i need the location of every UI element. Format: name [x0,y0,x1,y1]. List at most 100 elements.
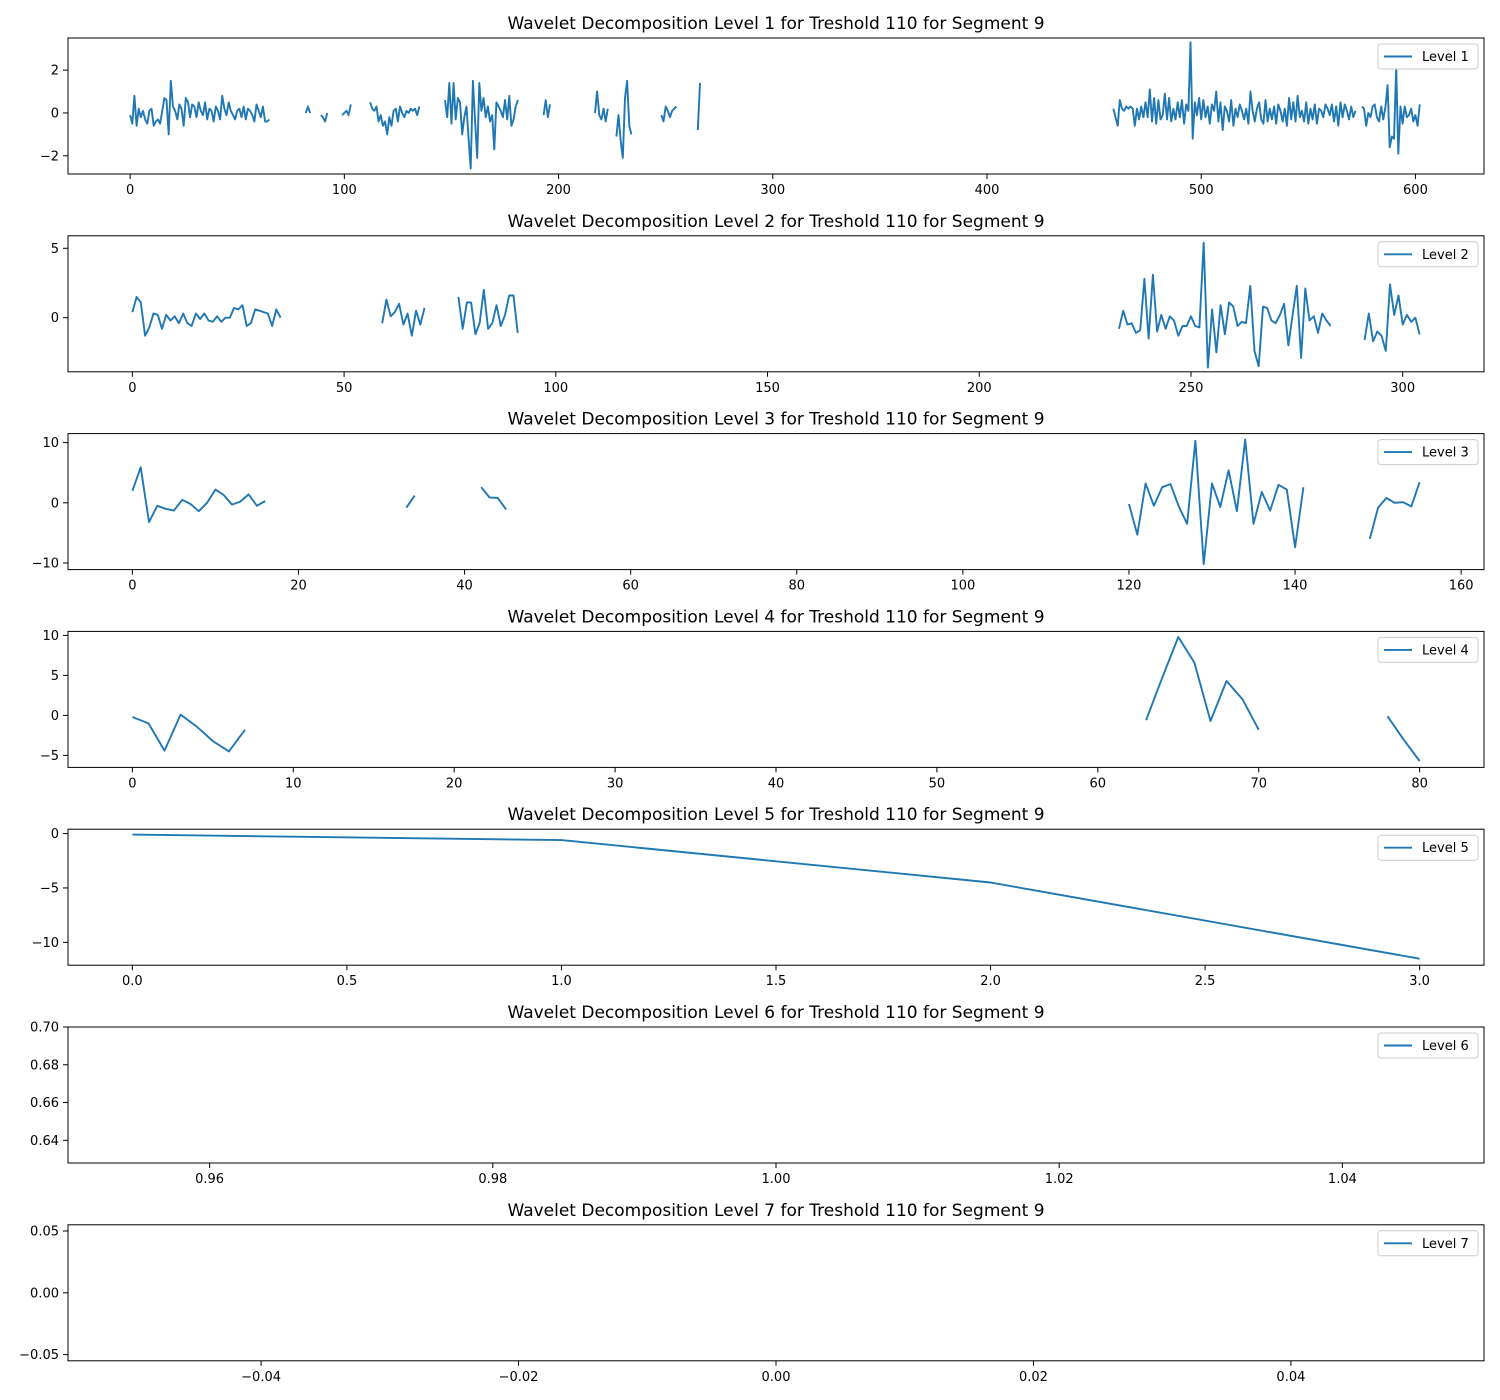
x-tick-label: 1.0 [551,974,572,989]
y-tick-label: 0 [51,709,59,724]
y-tick-label: 5 [51,242,59,257]
chart-level-6: Wavelet Decomposition Level 6 for Tresho… [30,1003,1485,1187]
x-tick-label: 40 [456,579,473,594]
y-tick-label: −5 [40,749,59,764]
x-tick-label: 250 [1179,381,1204,396]
y-tick-label: 0 [51,106,59,121]
chart-title: Wavelet Decomposition Level 1 for Tresho… [507,14,1044,34]
x-tick-label: −0.04 [241,1370,281,1385]
x-tick-label: 1.5 [766,974,787,989]
series-line-segment [1118,241,1332,369]
x-tick-label: 0.5 [337,974,358,989]
chart-title: Wavelet Decomposition Level 6 for Tresho… [507,1003,1044,1023]
x-tick-label: 0.96 [195,1172,224,1187]
x-tick-label: 600 [1403,183,1428,198]
legend-label: Level 5 [1422,841,1469,856]
series-line-segment [304,105,311,114]
series-line-segment [660,105,678,123]
series-line-segment [320,112,329,123]
legend-box [1377,834,1479,861]
legend-label: Level 3 [1422,446,1469,461]
x-tick-label: −0.02 [499,1370,539,1385]
y-tick-label: 2 [51,64,59,79]
legend-label: Level 4 [1422,643,1469,658]
chart-title: Wavelet Decomposition Level 5 for Tresho… [507,805,1044,825]
series-line-segment [1361,67,1421,155]
series-line-segment [131,466,266,524]
x-tick-label: 2.5 [1195,974,1216,989]
y-tick-label: 0.00 [30,1286,59,1301]
x-tick-label: 20 [290,579,307,594]
series-line-segment [381,298,426,337]
legend-box [1377,241,1479,268]
series-line-segment [1145,636,1260,731]
x-tick-label: 100 [332,183,357,198]
series-line-segment [405,495,416,509]
axes-frame [67,630,1485,768]
x-tick-label: 100 [543,381,568,396]
x-tick-label: 0.04 [1276,1370,1305,1385]
axes-frame [67,1224,1485,1362]
x-tick-label: 200 [546,183,571,198]
legend-box [1377,636,1479,663]
series-line-segment [1368,481,1421,540]
axes-frame [67,433,1485,571]
legend-label: Level 1 [1422,50,1469,65]
x-tick-label: 70 [1250,776,1267,791]
y-tick-label: 10 [42,436,59,451]
legend-label: Level 6 [1422,1039,1469,1054]
y-tick-label: 10 [42,629,59,644]
series-line-segment [696,82,701,131]
x-tick-label: 1.00 [762,1172,791,1187]
x-tick-label: 300 [760,183,785,198]
x-tick-label: 0.98 [478,1172,507,1187]
legend-box [1377,1230,1479,1257]
chart-level-3: Wavelet Decomposition Level 3 for Tresho… [32,410,1485,594]
chart-title: Wavelet Decomposition Level 4 for Tresho… [507,607,1044,627]
axes-frame [67,37,1485,175]
x-tick-label: 10 [285,776,302,791]
series-line-segment [457,288,519,336]
axes-frame [67,1026,1485,1164]
y-tick-label: 0 [51,827,59,842]
y-tick-label: 0 [51,496,59,511]
x-tick-label: 0.0 [122,974,143,989]
x-tick-label: 60 [1090,776,1107,791]
legend-box [1377,1032,1479,1059]
x-tick-label: 0.00 [762,1370,791,1385]
y-tick-label: −5 [40,881,59,896]
x-tick-label: 140 [1283,579,1308,594]
x-tick-label: 0.02 [1019,1370,1048,1385]
axes-frame [67,235,1485,373]
chart-level-1: Wavelet Decomposition Level 1 for Tresho… [40,14,1485,198]
series-line-segment [1112,41,1357,140]
series-line-segment [480,486,507,510]
y-tick-label: 0.66 [30,1096,59,1111]
x-tick-label: 50 [929,776,946,791]
x-tick-label: 500 [1189,183,1214,198]
y-tick-label: 0.64 [30,1134,59,1149]
x-tick-label: 400 [975,183,1000,198]
plot-area [132,833,1420,960]
legend: Level 4 [1377,636,1479,663]
x-tick-label: 80 [1411,776,1428,791]
x-tick-label: 0 [128,579,136,594]
plot-area [129,41,1421,170]
x-tick-label: 60 [622,579,639,594]
legend: Level 7 [1377,1230,1479,1257]
series-line-segment [542,99,551,119]
x-tick-label: 40 [768,776,785,791]
chart-title: Wavelet Decomposition Level 2 for Tresho… [507,212,1044,232]
series-line-segment [129,79,271,136]
series-line-segment [132,713,246,753]
x-tick-label: 100 [950,579,975,594]
y-tick-label: 0.70 [30,1021,59,1036]
x-tick-label: 1.02 [1045,1172,1074,1187]
x-tick-label: 150 [755,381,780,396]
x-tick-label: 0 [126,183,134,198]
series-line-segment [1363,283,1421,352]
legend-label: Level 7 [1422,1237,1469,1252]
x-tick-label: 200 [967,381,992,396]
legend-box [1377,439,1479,466]
